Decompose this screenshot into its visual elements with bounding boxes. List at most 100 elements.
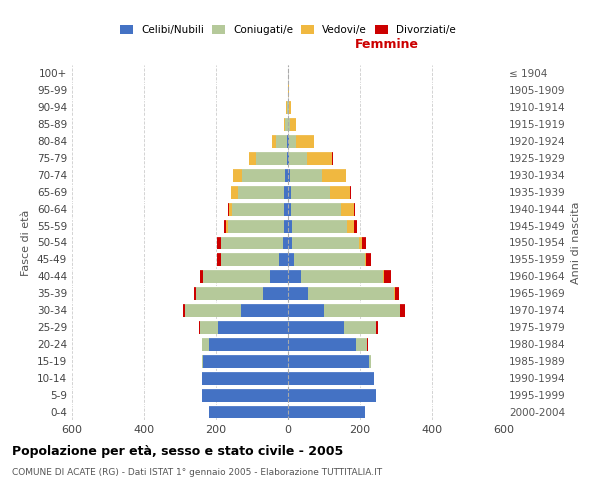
Bar — [202, 354, 203, 368]
Bar — [395, 286, 399, 300]
Bar — [283, 236, 288, 250]
Bar — [288, 185, 290, 198]
Bar — [209, 337, 288, 351]
Bar — [203, 270, 270, 283]
Legend: Celibi/Nubili, Coniugati/e, Vedovi/e, Divorziati/e: Celibi/Nubili, Coniugati/e, Vedovi/e, Di… — [116, 20, 460, 39]
Bar — [347, 218, 354, 232]
Bar — [279, 252, 288, 266]
Bar — [285, 117, 287, 131]
Bar — [194, 286, 196, 300]
Bar — [288, 151, 289, 165]
Y-axis label: Anni di nascita: Anni di nascita — [571, 201, 581, 284]
Bar — [226, 218, 228, 232]
Bar — [295, 252, 365, 266]
Y-axis label: Fasce di età: Fasce di età — [22, 210, 31, 276]
Bar — [288, 134, 289, 148]
Bar — [183, 303, 185, 317]
Bar — [292, 236, 359, 250]
Text: COMUNE DI ACATE (RG) - Dati ISTAT 1° gennaio 2005 - Elaborazione TUTTITALIA.IT: COMUNE DI ACATE (RG) - Dati ISTAT 1° gen… — [12, 468, 382, 477]
Bar — [288, 303, 324, 317]
Bar — [196, 286, 263, 300]
Bar — [296, 134, 314, 148]
Bar — [288, 218, 292, 232]
Bar — [287, 134, 288, 148]
Bar — [292, 218, 347, 232]
Bar — [307, 151, 332, 165]
Bar — [288, 202, 291, 215]
Bar — [185, 303, 241, 317]
Bar — [354, 218, 357, 232]
Bar — [289, 151, 307, 165]
Bar — [383, 270, 384, 283]
Text: Popolazione per età, sesso e stato civile - 2005: Popolazione per età, sesso e stato civil… — [12, 445, 343, 458]
Bar — [341, 202, 354, 215]
Bar — [209, 404, 288, 418]
Bar — [263, 286, 288, 300]
Bar — [289, 134, 296, 148]
Bar — [227, 202, 229, 215]
Bar — [221, 252, 279, 266]
Bar — [284, 117, 285, 131]
Bar — [362, 236, 366, 250]
Bar — [277, 134, 287, 148]
Bar — [366, 252, 371, 266]
Bar — [270, 270, 288, 283]
Bar — [224, 218, 226, 232]
Bar — [272, 134, 277, 148]
Bar — [354, 202, 355, 215]
Bar — [238, 185, 284, 198]
Bar — [290, 168, 322, 182]
Bar — [200, 270, 203, 283]
Bar — [288, 371, 374, 384]
Bar — [229, 202, 232, 215]
Bar — [288, 286, 308, 300]
Bar — [241, 303, 288, 317]
Bar — [330, 185, 350, 198]
Bar — [232, 202, 284, 215]
Bar — [242, 168, 285, 182]
Bar — [202, 371, 288, 384]
Bar — [289, 117, 290, 131]
Bar — [291, 202, 341, 215]
Bar — [356, 337, 367, 351]
Bar — [324, 303, 400, 317]
Bar — [359, 236, 362, 250]
Bar — [288, 320, 344, 334]
Bar — [290, 185, 330, 198]
Bar — [284, 202, 288, 215]
Bar — [308, 286, 394, 300]
Bar — [288, 388, 376, 402]
Bar — [228, 218, 284, 232]
Bar — [217, 236, 221, 250]
Bar — [288, 270, 301, 283]
Bar — [288, 236, 292, 250]
Bar — [288, 354, 369, 368]
Bar — [369, 354, 371, 368]
Bar — [344, 320, 376, 334]
Bar — [284, 185, 288, 198]
Text: Femmine: Femmine — [355, 38, 419, 51]
Bar — [290, 117, 296, 131]
Bar — [218, 320, 288, 334]
Bar — [256, 151, 287, 165]
Bar — [400, 303, 406, 317]
Bar — [322, 168, 346, 182]
Bar — [221, 236, 283, 250]
Bar — [200, 320, 218, 334]
Bar — [288, 404, 365, 418]
Bar — [231, 185, 238, 198]
Bar — [365, 252, 366, 266]
Bar — [249, 151, 256, 165]
Bar — [217, 252, 221, 266]
Bar — [376, 320, 378, 334]
Bar — [288, 168, 290, 182]
Bar — [285, 168, 288, 182]
Bar — [288, 337, 356, 351]
Bar — [284, 218, 288, 232]
Bar — [202, 337, 209, 351]
Bar — [233, 168, 242, 182]
Bar — [202, 388, 288, 402]
Bar — [287, 151, 288, 165]
Bar — [384, 270, 391, 283]
Bar — [289, 100, 291, 114]
